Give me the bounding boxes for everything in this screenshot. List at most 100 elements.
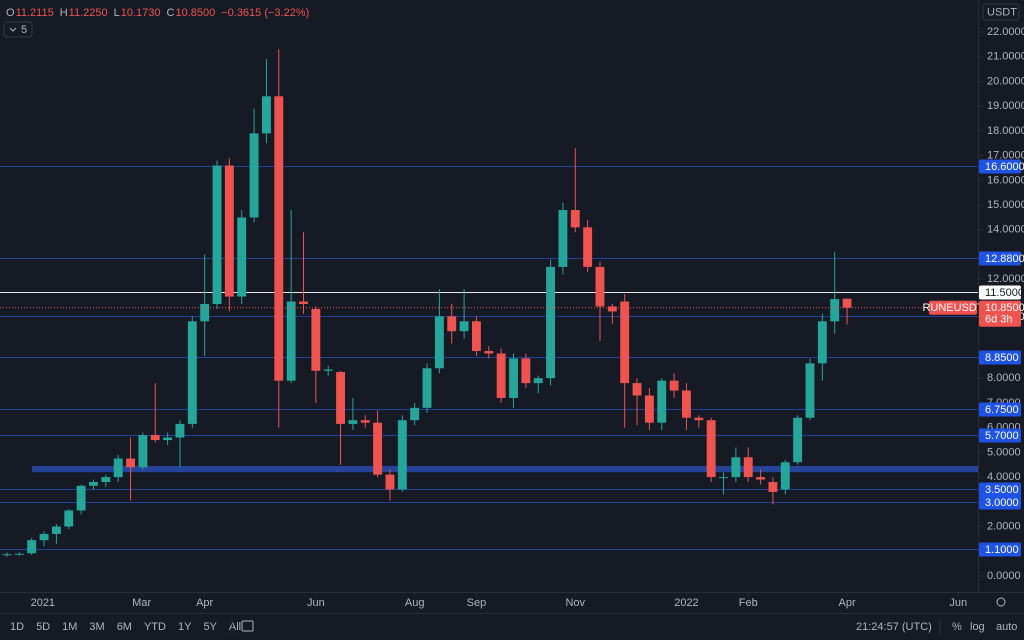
level-label-box <box>979 251 1021 266</box>
y-tick-label: 21.0000 <box>987 51 1024 63</box>
y-tick-label: 12.0000 <box>987 273 1024 285</box>
x-tick-label: Aug <box>405 597 425 609</box>
indicator-badge[interactable] <box>3 21 33 38</box>
candle-body <box>521 358 531 384</box>
candle-body <box>509 358 518 398</box>
range-button[interactable]: 1Y <box>178 621 192 633</box>
candle-body <box>447 316 457 332</box>
candle-body <box>51 526 61 534</box>
range-button[interactable]: 5D <box>36 621 50 633</box>
support-zone <box>32 465 978 473</box>
x-tick-label: Apr <box>838 597 855 609</box>
scale-option[interactable]: % <box>952 621 962 633</box>
candle-body <box>484 350 494 354</box>
candle-body <box>694 417 704 421</box>
candle-body <box>323 369 333 371</box>
ohlc-key: H <box>60 7 68 19</box>
candle-body <box>299 301 308 304</box>
settings-icon[interactable] <box>996 597 1006 607</box>
candle-body <box>632 383 642 396</box>
level-label: 3.5000 <box>985 484 1019 496</box>
candle-body <box>224 165 234 297</box>
candle-body <box>64 510 74 527</box>
candle-body <box>348 420 358 424</box>
range-button[interactable]: YTD <box>144 621 166 633</box>
candle-body <box>471 321 481 351</box>
candle-body <box>261 96 271 134</box>
candle-body <box>756 477 766 480</box>
candle-body <box>39 533 49 541</box>
candle-body <box>496 353 506 398</box>
candle-body <box>336 372 345 424</box>
countdown: 6d 3h <box>985 314 1013 326</box>
candle-body <box>842 298 852 308</box>
candle-body <box>434 316 444 369</box>
scale-option[interactable]: auto <box>996 621 1017 633</box>
candle-body <box>14 553 24 555</box>
range-button[interactable]: 5Y <box>203 621 217 633</box>
y-tick-label: 22.0000 <box>987 26 1024 38</box>
candle-body <box>546 266 556 379</box>
ohlc-key: O <box>6 7 15 19</box>
level-label-box <box>979 159 1021 174</box>
currency-label: USDT <box>987 6 1017 18</box>
candle-body <box>570 210 580 228</box>
ohlc-value: 10.8500 <box>175 7 215 19</box>
candle-body <box>595 266 605 307</box>
x-tick-label: 2021 <box>31 597 55 609</box>
candle-body <box>706 420 716 478</box>
candle-body <box>101 477 111 483</box>
indicator-count: 5 <box>21 24 27 36</box>
candle-body <box>657 380 667 423</box>
level-label-box <box>979 402 1021 417</box>
candle-body <box>138 435 148 468</box>
candle-body <box>126 458 135 468</box>
x-tick-label: 2022 <box>674 597 698 609</box>
candle-body <box>27 540 37 554</box>
range-button[interactable]: 6M <box>117 621 132 633</box>
range-button[interactable]: 3M <box>89 621 104 633</box>
candle-body <box>743 457 753 478</box>
candle-body <box>249 133 259 218</box>
y-tick-label: 20.0000 <box>987 75 1024 87</box>
ohlc-value: 10.1730 <box>121 7 161 19</box>
x-tick-label: Jun <box>307 597 325 609</box>
ohlc-value: 11.2250 <box>69 7 108 19</box>
candle-body <box>422 368 432 408</box>
y-tick-label: 2.0000 <box>987 520 1021 532</box>
level-label: 3.0000 <box>985 497 1019 509</box>
currency-select[interactable] <box>982 3 1020 21</box>
y-tick-label: 4.0000 <box>987 471 1021 483</box>
ui: 0.00002.00004.00005.00006.00007.00008.00… <box>3 3 1024 635</box>
date-range-icon[interactable] <box>241 620 254 632</box>
candle-body <box>817 321 827 364</box>
level-label-box <box>979 350 1021 365</box>
candle-body <box>459 321 469 332</box>
candle-body <box>113 458 123 478</box>
candle-body <box>163 437 173 440</box>
candle-body <box>719 477 728 479</box>
symbol-label: RUNEUSDT <box>922 302 983 314</box>
candle-body <box>76 485 86 511</box>
level-label: 5.7000 <box>985 430 1019 442</box>
x-tick-label: Jun <box>949 597 967 609</box>
ohlc-key: L <box>114 7 120 19</box>
level-label-box <box>979 428 1021 443</box>
y-tick-label: 16.0000 <box>987 174 1024 186</box>
range-button[interactable]: All <box>229 621 241 633</box>
level-label: 16.6000 <box>985 161 1024 173</box>
candle-body <box>682 390 691 418</box>
x-tick-label: Nov <box>565 597 585 609</box>
y-tick-label: 5.0000 <box>987 446 1021 458</box>
candle-body <box>187 321 197 424</box>
candle-body <box>805 363 815 418</box>
candle-body <box>669 380 679 391</box>
level-label: 6.7500 <box>985 404 1019 416</box>
range-button[interactable]: 1D <box>10 621 24 633</box>
range-button[interactable]: 1M <box>62 621 77 633</box>
scale-option[interactable]: log <box>970 621 985 633</box>
ohlc-key: C <box>167 7 175 19</box>
y-tick-label: 17.0000 <box>987 150 1024 162</box>
candle-body <box>607 306 617 312</box>
